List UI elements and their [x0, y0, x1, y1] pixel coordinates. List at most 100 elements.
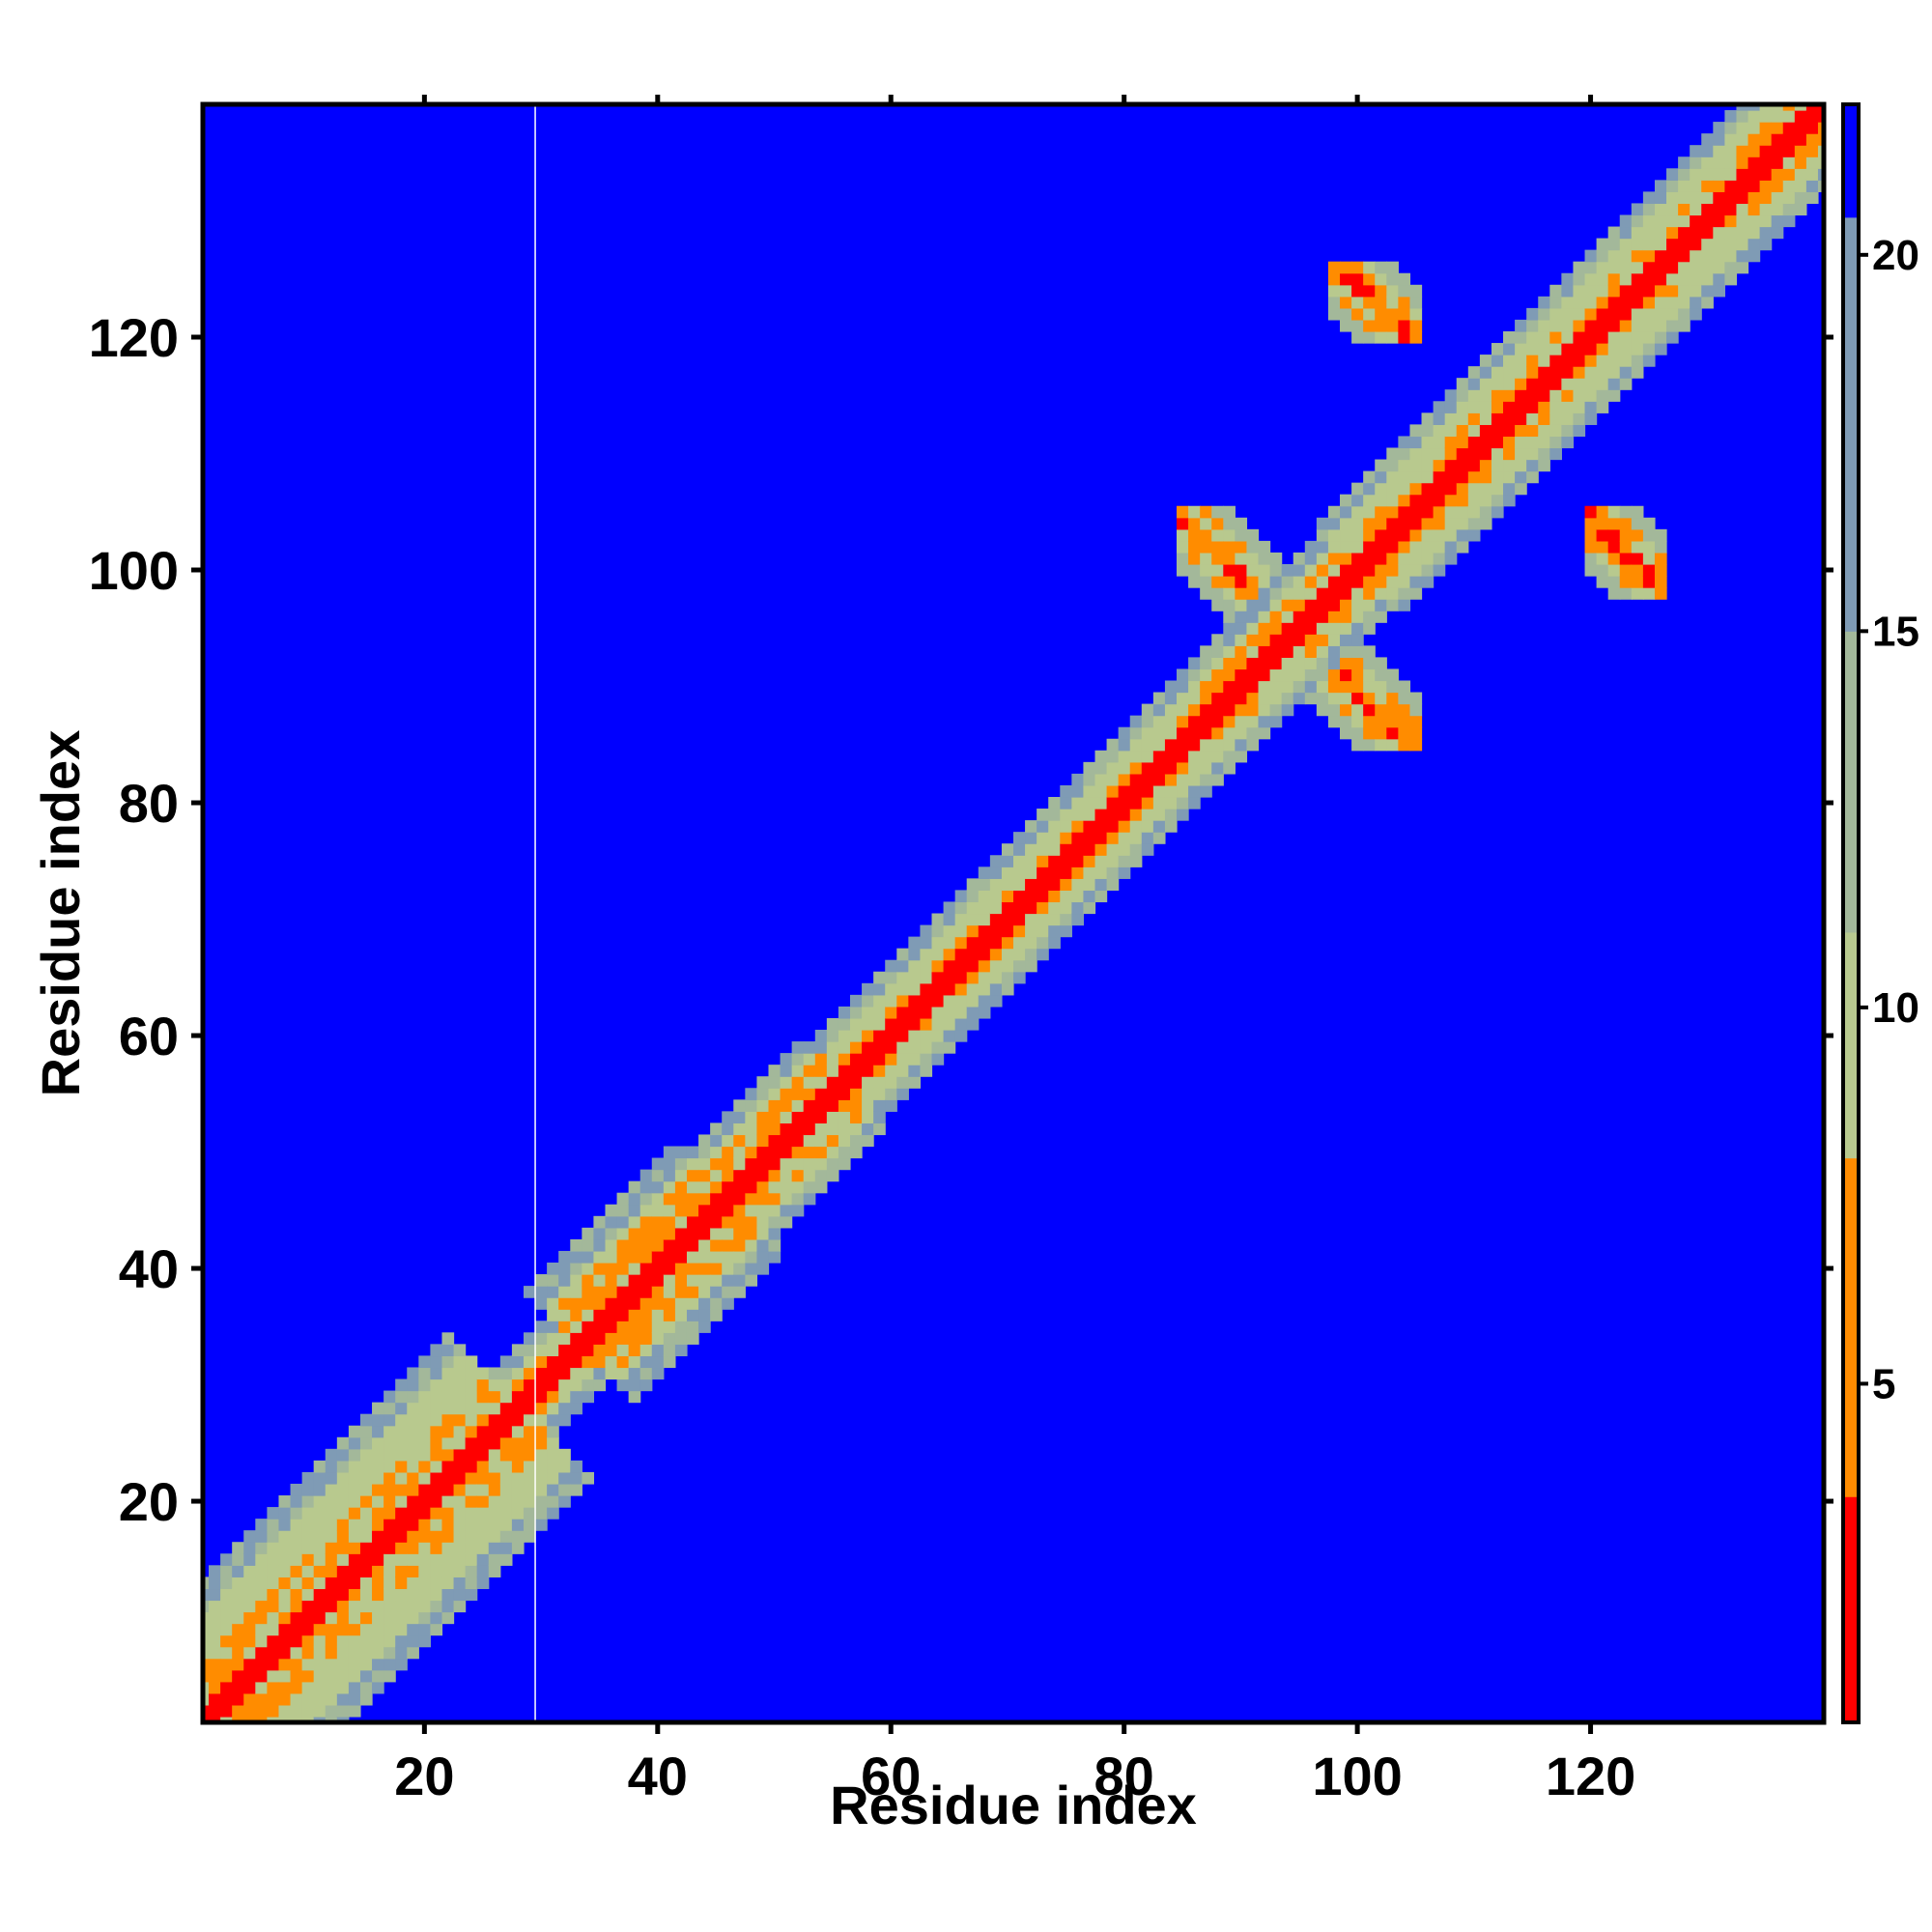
heatmap-cell	[1363, 296, 1376, 309]
heatmap-cell	[476, 1402, 490, 1415]
heatmap-cell	[698, 1146, 711, 1159]
heatmap-cell	[395, 1565, 408, 1577]
heatmap-cell	[359, 1565, 373, 1577]
heatmap-cell	[209, 1716, 221, 1723]
heatmap-cell	[651, 1367, 665, 1380]
heatmap-cell	[1631, 343, 1644, 355]
heatmap-cell	[826, 1088, 839, 1100]
heatmap-cell	[1456, 494, 1469, 507]
heatmap-cell	[476, 1519, 490, 1531]
heatmap-cell	[267, 1704, 280, 1718]
heatmap-cell	[733, 1157, 746, 1171]
heatmap-cell	[1491, 470, 1504, 484]
heatmap-cell	[1351, 587, 1364, 600]
heatmap-cell	[1258, 715, 1271, 728]
heatmap-cell	[267, 1716, 280, 1723]
heatmap-cell	[1340, 494, 1352, 507]
heatmap-cell	[372, 1646, 384, 1660]
heatmap-cell	[278, 1611, 292, 1625]
heatmap-cell	[1386, 470, 1399, 484]
heatmap-cell	[488, 1413, 501, 1427]
heatmap-cell	[1467, 389, 1481, 402]
heatmap-cell	[488, 1425, 501, 1438]
heatmap-cell	[1048, 820, 1061, 833]
heatmap-cell	[255, 1704, 268, 1718]
heatmap-cell	[558, 1390, 571, 1404]
heatmap-cell	[359, 1588, 373, 1602]
heatmap-cell	[313, 1495, 327, 1508]
heatmap-cell	[384, 1530, 396, 1543]
heatmap-cell	[1025, 855, 1037, 867]
heatmap-cell	[1340, 528, 1352, 542]
heatmap-cell	[547, 1309, 559, 1321]
heatmap-cell	[1211, 773, 1224, 786]
heatmap-cell	[499, 1413, 513, 1427]
heatmap-cell	[1327, 645, 1341, 658]
heatmap-cell	[674, 1204, 688, 1217]
heatmap-cell	[348, 1588, 361, 1602]
heatmap-cell	[1141, 703, 1154, 717]
heatmap-cell	[710, 1192, 723, 1206]
heatmap-cell	[873, 1088, 886, 1100]
heatmap-cell	[896, 948, 909, 961]
heatmap-cell	[862, 1099, 874, 1112]
heatmap-cell	[372, 1542, 384, 1554]
heatmap-cell	[1619, 296, 1633, 309]
heatmap-cell	[896, 971, 909, 984]
heatmap-cell	[686, 1180, 699, 1194]
heatmap-cell	[1467, 517, 1481, 530]
heatmap-cell	[511, 1413, 525, 1427]
heatmap-cell	[1607, 389, 1621, 402]
heatmap-cell	[1177, 703, 1189, 717]
heatmap-cell	[1631, 552, 1644, 565]
heatmap-cell	[1327, 634, 1341, 646]
heatmap-cell	[943, 936, 956, 950]
heatmap-cell	[943, 924, 956, 938]
heatmap-cell	[1782, 168, 1796, 181]
heatmap-cell	[639, 1344, 653, 1357]
heatmap-cell	[838, 1076, 851, 1089]
heatmap-cell	[1351, 552, 1364, 565]
heatmap-cell	[1340, 284, 1352, 298]
heatmap-cell	[1211, 517, 1224, 530]
heatmap-cell	[1316, 587, 1329, 600]
heatmap-cell	[395, 1483, 408, 1496]
heatmap-cell	[1152, 809, 1166, 821]
heatmap-cell	[1164, 809, 1178, 821]
heatmap-cell	[1491, 401, 1504, 413]
heatmap-cell	[1106, 809, 1120, 821]
heatmap-cell	[453, 1542, 467, 1554]
heatmap-cell	[1456, 505, 1469, 519]
heatmap-cell	[1642, 191, 1656, 205]
heatmap-cell	[348, 1658, 361, 1671]
heatmap-cell	[301, 1600, 315, 1613]
heatmap-cell	[1048, 809, 1061, 821]
heatmap-cell	[570, 1355, 582, 1369]
heatmap-cell	[1398, 576, 1411, 588]
heatmap-cell	[1304, 576, 1318, 588]
heatmap-cell	[395, 1634, 408, 1648]
y-tick-label: 60	[119, 1006, 179, 1066]
heatmap-cell	[203, 1646, 210, 1660]
heatmap-cell	[651, 1274, 665, 1287]
heatmap-cell	[651, 1169, 665, 1182]
heatmap-cell	[1759, 203, 1773, 216]
heatmap-cell	[1409, 436, 1423, 449]
heatmap-cell	[733, 1111, 746, 1124]
heatmap-cell	[453, 1448, 467, 1462]
heatmap-cell	[1246, 528, 1260, 542]
heatmap-cell	[1538, 296, 1550, 309]
heatmap-cell	[1467, 470, 1481, 484]
heatmap-cell	[780, 1180, 793, 1194]
heatmap-cell	[1129, 738, 1143, 752]
heatmap-cell	[651, 1157, 665, 1171]
heatmap-cell	[325, 1623, 338, 1636]
heatmap-cell	[220, 1704, 233, 1718]
heatmap-cell	[1515, 378, 1527, 390]
heatmap-cell	[1573, 272, 1586, 286]
heatmap-cell	[1340, 517, 1352, 530]
heatmap-cell	[639, 1180, 653, 1194]
heatmap-cell	[453, 1413, 467, 1427]
heatmap-cell	[1503, 412, 1516, 425]
